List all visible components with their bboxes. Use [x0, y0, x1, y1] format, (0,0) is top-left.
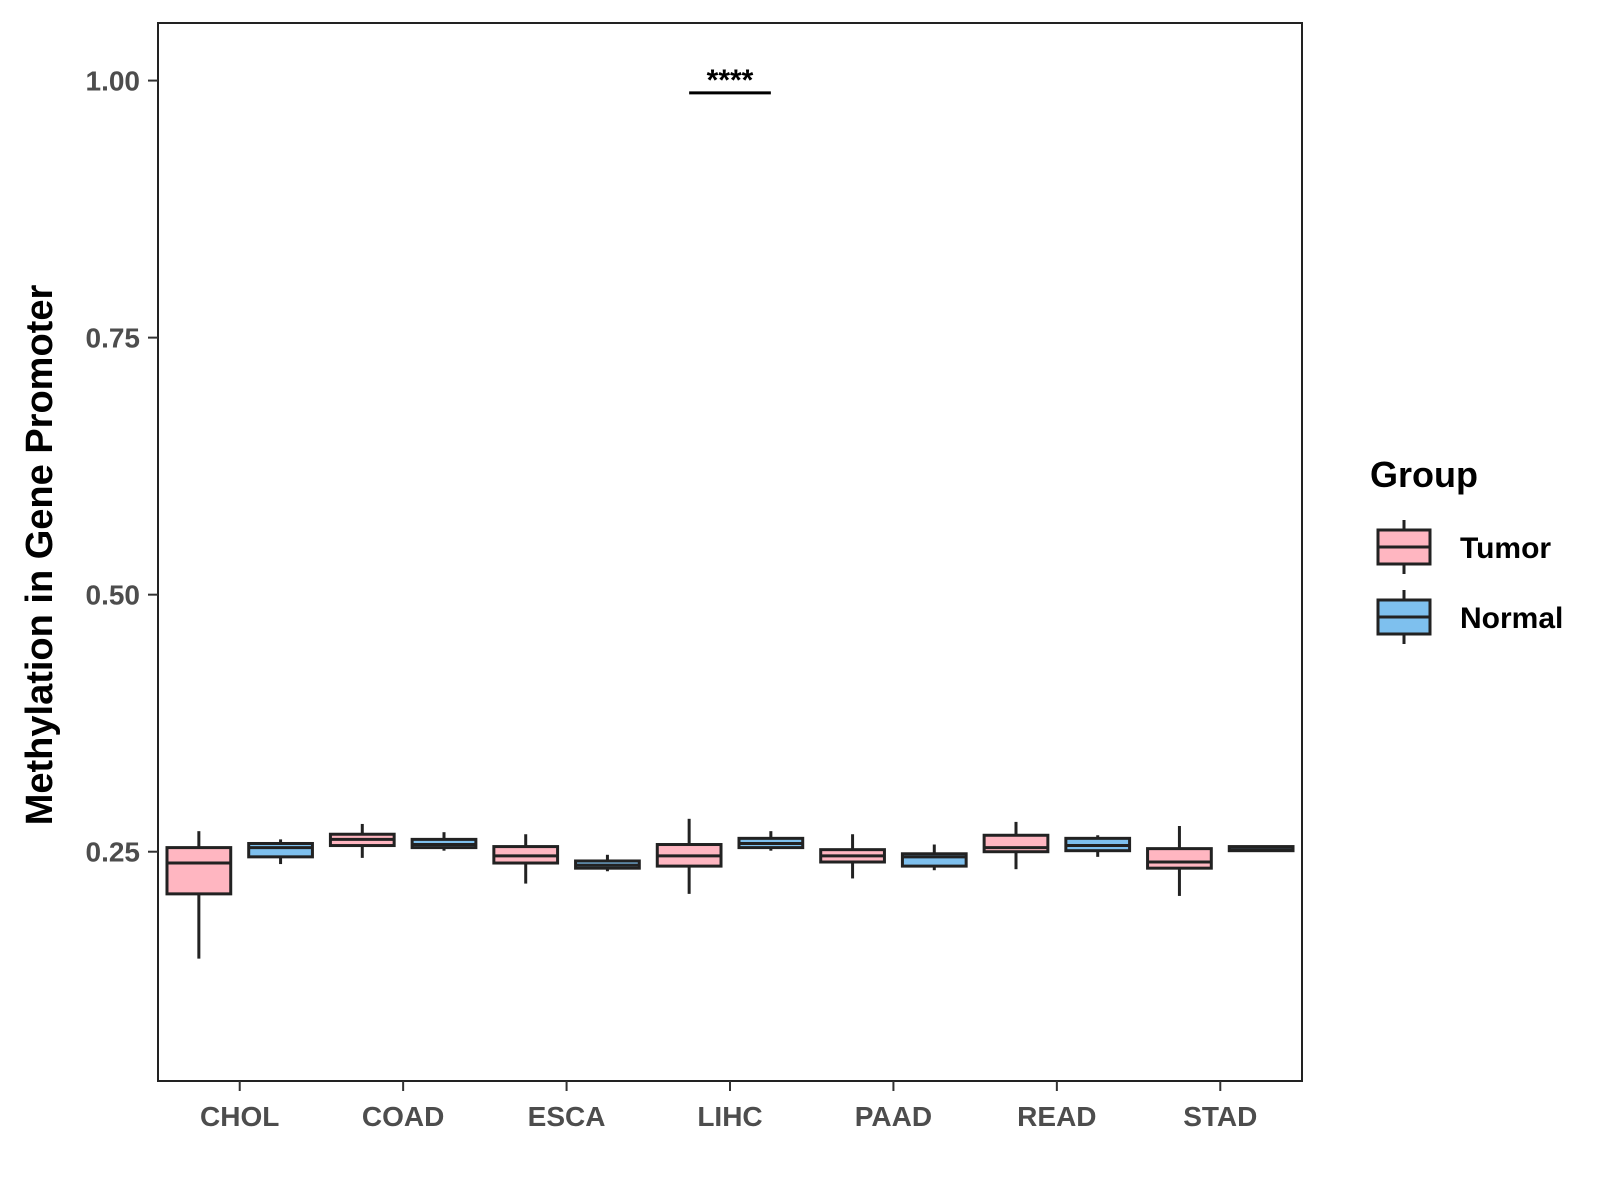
box-normal-stad: [1227, 845, 1295, 853]
y-tick-label: 0.50: [86, 580, 141, 611]
x-tick-label: STAD: [1183, 1101, 1257, 1132]
legend-label: Tumor: [1460, 532, 1551, 565]
box-tumor-read: [982, 821, 1050, 870]
legend-item-tumor: Tumor: [1376, 520, 1551, 574]
box-iqr: [165, 846, 233, 896]
box-iqr: [1146, 847, 1213, 870]
box-tumor-esca: [492, 834, 560, 884]
box-normal-read: [1064, 835, 1132, 857]
box-normal-paad: [900, 844, 968, 871]
x-tick-label: CHOL: [200, 1101, 279, 1132]
box-normal-lihc: [737, 831, 805, 851]
x-tick-label: COAD: [362, 1101, 444, 1132]
x-tick-label: READ: [1017, 1101, 1096, 1132]
box-tumor-coad: [328, 823, 396, 858]
box-tumor-stad: [1146, 826, 1213, 896]
box-normal-chol: [247, 839, 314, 865]
x-tick-label: LIHC: [697, 1101, 762, 1132]
legend: Group Tumor Normal: [1370, 454, 1563, 644]
box-group: [165, 818, 1295, 959]
box-normal-esca: [574, 854, 641, 872]
significance-label: ****: [707, 64, 754, 97]
x-axis: CHOL COAD ESCA LIHC PAAD READ STAD: [200, 1081, 1257, 1132]
box-iqr: [982, 833, 1050, 854]
y-axis: 0.25 0.50 0.75 1.00: [86, 66, 158, 868]
box-tumor-paad: [819, 834, 886, 879]
box-iqr: [247, 841, 314, 859]
legend-item-normal: Normal: [1376, 590, 1563, 644]
y-tick-label: 1.00: [86, 66, 141, 97]
x-tick-label: ESCA: [528, 1101, 606, 1132]
significance-annotations: ****: [689, 64, 771, 97]
legend-title: Group: [1370, 454, 1478, 495]
box-tumor-chol: [165, 831, 233, 959]
box-tumor-lihc: [655, 818, 723, 894]
y-axis-title: Methylation in Gene Promoter: [19, 285, 61, 826]
x-tick-label: PAAD: [855, 1101, 932, 1132]
box-normal-coad: [410, 832, 478, 851]
legend-label: Normal: [1460, 602, 1563, 635]
y-tick-label: 0.75: [86, 323, 141, 354]
y-tick-label: 0.25: [86, 837, 141, 868]
